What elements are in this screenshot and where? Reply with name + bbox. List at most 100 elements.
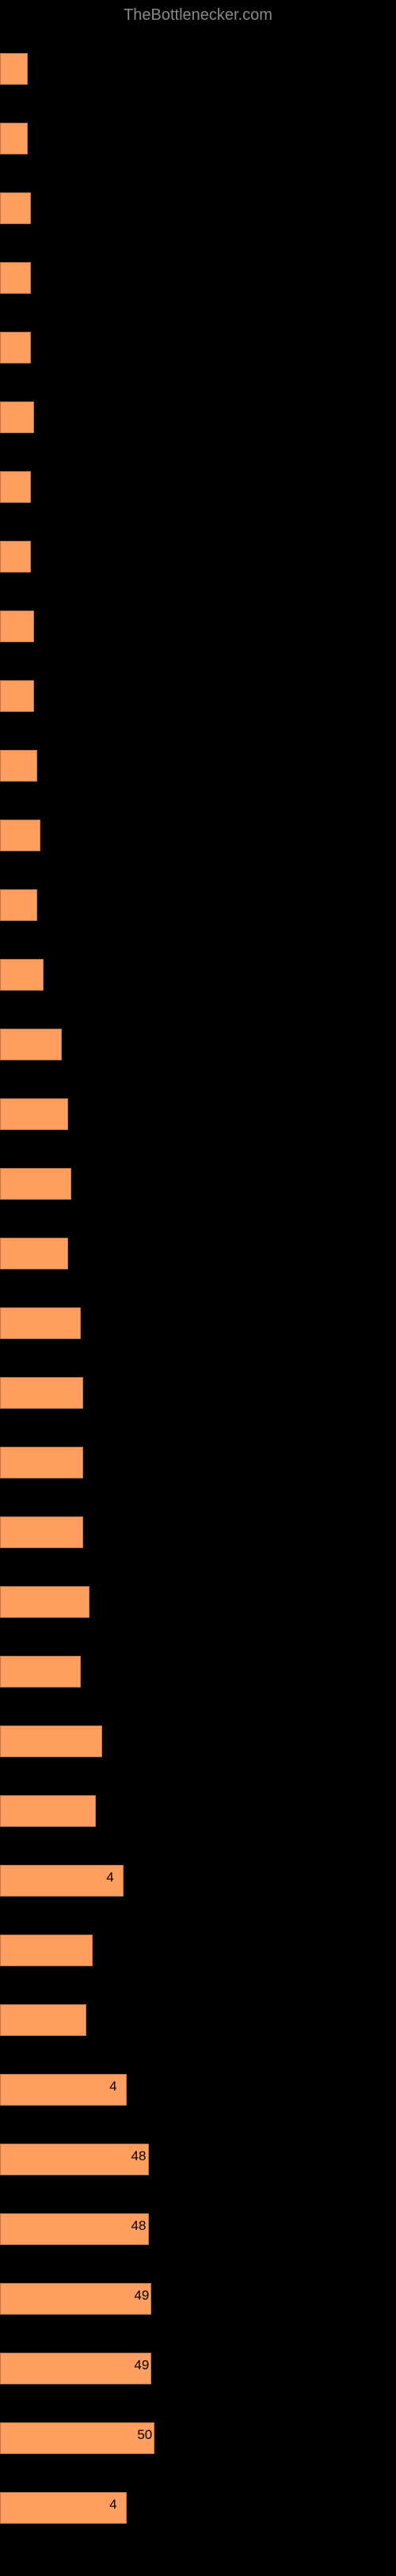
bar-fill [0,889,37,921]
bar-fill [0,1586,89,1618]
bar-row: Bottleneck result 50 [0,2405,396,2460]
bar-row: Bottlenec [0,593,396,649]
bar-row: Bottleneck result [0,1081,396,1136]
bar-value: 49 [134,2357,149,2373]
bar-fill [0,2004,86,2036]
bar-label: Bottleneck result [3,1360,91,1374]
bar-row: Bottlene [0,523,396,579]
bar-row: Bottlen [0,105,396,161]
bar-label: Bottlene [3,314,47,329]
bar-value: 50 [137,2427,152,2443]
bar-fill [0,1795,96,1827]
bar-fill [0,1726,102,1757]
bar-row: Bottleneck result 48 [0,2196,396,2251]
bar-label: Bottleneck [3,942,59,956]
bar-row: Bottleneck result [0,1220,396,1276]
bar-row: Bottleneck resu [0,1011,396,1067]
bar-row: Bottleneck result 49 [0,2335,396,2391]
bar-label: Bottleneck resu [3,1011,85,1025]
bar-value: 48 [131,2148,147,2164]
bar-row: Bottlen [0,36,396,91]
bar-label: Bottlene [3,523,47,538]
bar-fill [0,750,37,782]
bar-label: Bottlen [3,105,40,120]
bar-fill [0,1307,81,1339]
bar-row: Bottlene [0,245,396,300]
bar-label: Bottlen [3,36,40,50]
bar-label: Bottleneck result [3,2405,91,2419]
bar-value: 48 [131,2218,147,2234]
bar-label: Bottleneck result [3,1847,91,1862]
bar-fill [0,2074,127,2106]
bar-fill [0,1098,68,1130]
bar-label: Bottlenec [3,593,53,607]
bar-value: 4 [109,2497,116,2513]
bar-fill [0,1516,83,1548]
bar-label: Bottlene [3,454,47,468]
bar-label: Bottleneck result [3,1569,91,1583]
bar-value: 49 [134,2288,149,2304]
bar-fill [0,959,44,991]
bar-row: Bottleneck result [0,1429,396,1485]
bar-fill [0,541,31,573]
bar-fill [0,680,34,712]
bar-fill [0,1029,62,1060]
bar-row: Bottleneck result 4 [0,2475,396,2530]
bar-fill [0,2144,149,2175]
bar-row: Bottlenec [0,384,396,439]
bar-row: Bottlene [0,454,396,509]
bar-value: 4 [106,1870,113,1885]
bar-row: Bottleneck result [0,1987,396,2042]
bar-row: Bottleneck result [0,1569,396,1624]
bar-label: Bottleneck [3,872,59,886]
bar-fill [0,471,31,503]
bar-row: Bottleneck result 4 [0,2057,396,2112]
bar-row: Bottleneck [0,872,396,927]
bar-row: Bottleneck result49 [0,2266,396,2321]
bar-label: Bottleneck result [3,1778,91,1792]
bar-fill [0,53,28,85]
bar-label: Bottlene [3,245,47,259]
bar-label: Bottleneck result [3,2196,91,2210]
bar-fill [0,1377,83,1409]
bottleneck-bar-chart: Bottlen Bottlen Bottlene Bottlene Bottlene Bo… [0,28,396,2576]
bar-row: Bottleneck [0,732,396,788]
bar-label: Bottlenec [3,384,53,398]
bar-fill [0,2283,151,2315]
bar-fill [0,262,31,294]
bar-fill [0,1168,71,1200]
bar-label: Bottleneck result [3,2126,91,2140]
bar-fill [0,1656,81,1688]
bar-row: Bottleneck result [0,1151,396,1206]
bar-fill [0,1238,68,1269]
bar-label: Bottleneck result [3,1081,91,1095]
site-title: TheBottlenecker.com [124,6,272,24]
bar-label: Bottleneck result [3,1220,91,1235]
bar-label: Bottleneck [3,732,59,747]
bar-label: Bottleneck [3,802,59,816]
bar-fill [0,1865,124,1897]
bar-row: Bottleneck result [0,1638,396,1694]
bar-row: Bottleneck result 48 [0,2126,396,2182]
bar-row: Bottlene [0,175,396,230]
bar-label: Bottleneck result [3,2057,91,2071]
bar-row: Bottlenec [0,663,396,718]
bar-row: Bottleneck result [0,1778,396,1833]
bar-row: Bottleneck result 4 [0,1847,396,1903]
bar-value: 4 [109,2079,116,2095]
bar-row: Bottleneck [0,802,396,858]
bar-row: Bottleneck result [0,1499,396,1554]
bar-fill [0,2213,149,2245]
bar-row: Bottleneck result [0,1708,396,1764]
bar-label: Bottleneck result [3,2475,91,2489]
bar-fill [0,820,40,851]
bar-label: Bottleneck result [3,1638,91,1653]
bar-row: Bottleneck [0,942,396,997]
bar-label: Bottleneck result [3,2335,91,2350]
bar-label: Bottleneck result [3,1151,91,1165]
bar-fill [0,401,34,433]
page-header: TheBottlenecker.com [0,0,396,28]
bar-fill [0,2353,151,2384]
bar-label: Bottleneck result [3,1499,91,1513]
bar-label: Bottleneck result [3,1429,91,1444]
